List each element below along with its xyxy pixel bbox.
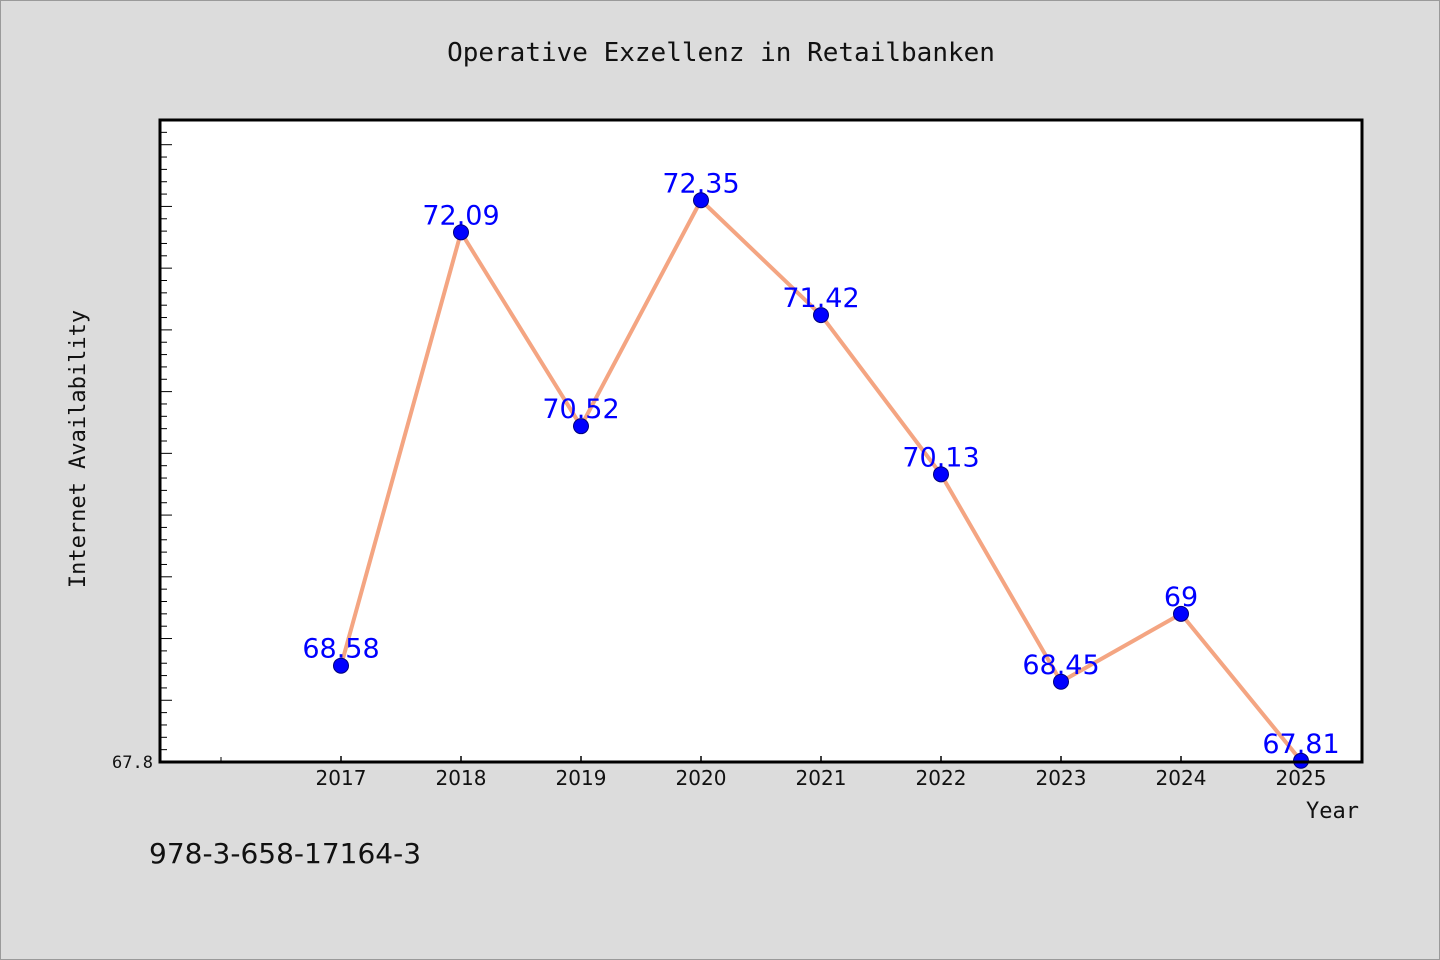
- x-tick-label: 2018: [436, 766, 487, 790]
- x-tick-label: 2023: [1036, 766, 1087, 790]
- x-tick-label: 2020: [676, 766, 727, 790]
- data-label: 69: [1164, 582, 1198, 613]
- data-point: [1173, 605, 1189, 622]
- data-label: 67.81: [1262, 729, 1339, 760]
- data-point: [1053, 673, 1069, 690]
- data-point: [933, 466, 949, 483]
- data-label: 68.58: [302, 634, 379, 665]
- x-tick-label: 2019: [556, 766, 607, 790]
- x-tick-label: 2021: [796, 766, 847, 790]
- data-point: [453, 224, 469, 241]
- isbn-text: 978-3-658-17164-3: [149, 837, 421, 870]
- data-label: 71.42: [782, 283, 859, 314]
- x-axis-label: Year: [1306, 799, 1359, 824]
- markers: [333, 192, 1309, 769]
- data-label: 70.52: [542, 394, 619, 425]
- x-tick-label: 2025: [1276, 766, 1327, 790]
- x-tick-label: 2024: [1156, 766, 1207, 790]
- chart-title: Operative Exzellenz in Retailbanken: [447, 38, 995, 68]
- x-tick-label: 2022: [916, 766, 967, 790]
- plot-area: [160, 120, 1362, 762]
- data-label: 70.13: [902, 442, 979, 473]
- data-labels: 68.58 72.09 70.52 72.35 71.42 70.13 68.45 69 67.…: [302, 168, 1339, 760]
- data-point: [693, 192, 709, 209]
- data-point: [813, 307, 829, 324]
- x-tick-label: 2017: [316, 766, 367, 790]
- y-axis-label: Internet Availability: [66, 310, 91, 588]
- plot-border: [158, 118, 1364, 764]
- axes: 2017 2018 2019 2020 2021 2022 2023 2024 2025 67.8: [112, 119, 1327, 790]
- y-tick-label: 67.8: [112, 753, 153, 773]
- data-label: 72.09: [422, 200, 499, 231]
- data-point: [573, 418, 589, 435]
- data-label: 68.45: [1022, 650, 1099, 681]
- data-point: [333, 657, 349, 674]
- data-label: 72.35: [662, 168, 739, 199]
